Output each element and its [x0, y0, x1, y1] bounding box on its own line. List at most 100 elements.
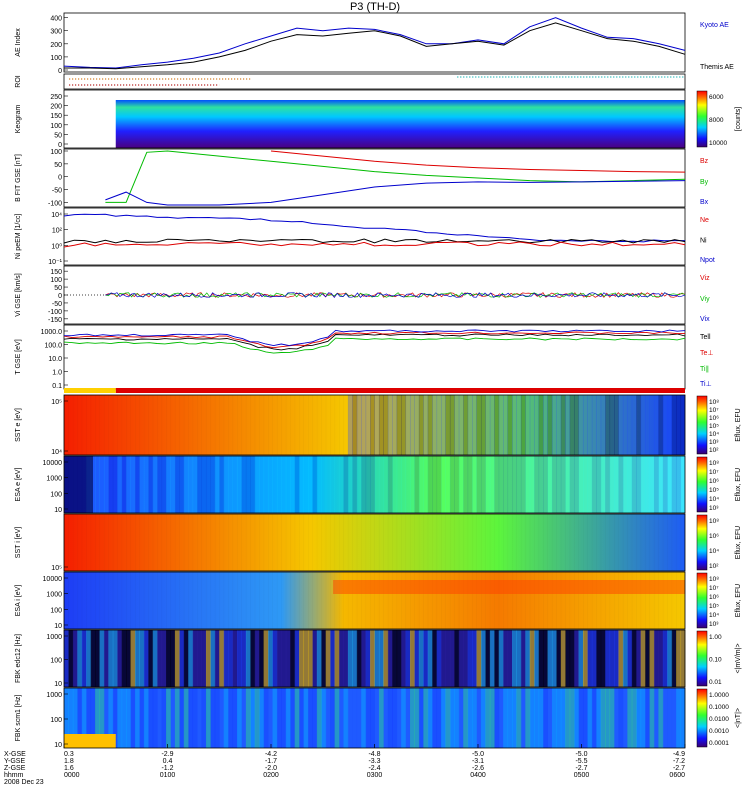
panel-9: ESA e [eV] 10 100 1000 10000 10⁸ 10⁷ 10⁶ 10⁵ 10⁴ 1…	[15, 455, 742, 514]
panel-frame	[63, 73, 686, 90]
panel-5: Ni peEM [1/cc] 10⁻¹ 10⁰ 10² 10⁴ Ne Ni Npot	[15, 207, 715, 266]
panel-frame	[63, 89, 686, 149]
colorbar-tick: 10⁴	[709, 612, 719, 619]
colorbar-tick: 10⁸	[709, 460, 719, 467]
y-tick-label: 150	[50, 113, 62, 120]
colorbar-tick: 10²	[709, 447, 719, 454]
colorbar-tick: 10⁷	[709, 469, 719, 476]
colorbar-tick: 10⁸	[709, 518, 719, 525]
colorbar-tick: 10⁵	[709, 423, 719, 430]
footer-value: -2.7	[575, 765, 587, 772]
y-tick-label: 1000	[46, 692, 62, 699]
series-line-bx	[105, 180, 686, 206]
colorbar-tick: 10⁶	[709, 478, 719, 485]
colorbar-label: Eflux, EFU	[735, 584, 742, 617]
y-tick-label: 10⁴	[51, 449, 62, 456]
legend-entry: Themis AE	[700, 64, 734, 71]
footer-value: 0000	[64, 772, 80, 779]
y-tick-label: 200	[50, 104, 62, 111]
legend-entry: Ti∥	[700, 365, 709, 373]
colorbar-tick: 10⁶	[709, 594, 719, 601]
y-tick-label: 200	[50, 42, 62, 49]
y-tick-label: 10	[54, 507, 62, 514]
colorbar-tick: 10⁶	[709, 415, 719, 422]
colorbar-tick: 0.01	[709, 679, 722, 686]
legend-entry: Tell	[700, 334, 711, 341]
panel-label: SST e [eV]	[15, 408, 22, 442]
footer-value: -2.9	[161, 751, 173, 758]
colorbar-tick: 10⁷	[709, 585, 719, 592]
legend-entry: Bx	[700, 199, 709, 206]
panel-label: FBK edc12 [Hz]	[15, 634, 22, 683]
colorbar-tick: 10³	[709, 621, 719, 628]
colorbar-tick: 0.1000	[709, 704, 729, 711]
density-lines	[63, 213, 686, 248]
y-tick-label: -50	[52, 188, 62, 195]
colorbar	[696, 630, 708, 687]
colorbar	[696, 90, 708, 148]
colorbar-tick: 10⁴	[709, 431, 719, 438]
panel-frame	[63, 394, 686, 456]
chart-series-group: -100 -50 0 50 100	[48, 149, 686, 207]
footer-value: 0300	[367, 772, 383, 779]
y-tick-label: -100	[48, 309, 62, 316]
series-line-ni	[63, 238, 686, 244]
footer-value: 0.4	[163, 758, 173, 765]
mode-bar	[64, 388, 116, 393]
footer-value: -4.9	[673, 751, 685, 758]
footer-value: 0600	[669, 772, 685, 779]
legend-entry: Bz	[700, 158, 709, 165]
footer-row-label: Y-GSE	[4, 758, 25, 765]
footer-value: -1.7	[265, 758, 277, 765]
y-tick-label: 1000	[46, 592, 62, 599]
y-tick-label: 1000	[46, 634, 62, 641]
legend-entry: By	[700, 179, 709, 186]
footer-value: -3.3	[368, 758, 380, 765]
y-tick-label: 0.1	[52, 383, 62, 390]
panel-frame	[63, 207, 686, 266]
panel-frame	[63, 148, 686, 208]
panel-3: Keogram 0 50 100 150 200 250 6000 8000 10000 [coun…	[15, 89, 742, 149]
colorbar-tick: 0.10	[709, 657, 722, 664]
y-tick-label: 10000	[43, 460, 63, 467]
y-tick-label: 100	[50, 149, 62, 156]
y-tick-label: -100	[48, 200, 62, 207]
colorbar	[696, 514, 708, 571]
series-line-1	[63, 331, 685, 349]
panel-label: Ni peEM [1/cc]	[15, 214, 22, 260]
y-tick-label: 1000.0	[41, 329, 63, 336]
panel-frame	[63, 12, 686, 73]
colorbar-tick: 10⁵	[709, 487, 719, 494]
series-line-bz	[270, 150, 686, 173]
panel-4: B FIT GSE [nT] Bz By Bx	[15, 148, 709, 208]
footer-value: -4.8	[368, 751, 380, 758]
legend-entry: Viy	[700, 296, 710, 303]
y-tick-label: 250	[50, 94, 62, 101]
footer-value: -5.5	[575, 758, 587, 765]
plot-title: P3 (TH-D)	[350, 1, 400, 13]
series-line-themis-ae	[64, 22, 686, 70]
y-tick-label: 10⁰	[51, 242, 62, 250]
footer-value: 1.8	[64, 758, 74, 765]
y-tick-label: 10²	[52, 228, 63, 235]
footer-value: 0100	[160, 772, 176, 779]
y-tick-label: 100	[50, 123, 62, 130]
colorbar-tick: 10⁴	[709, 496, 719, 503]
series-line-vix	[105, 292, 686, 299]
footer-value: -1.2	[161, 765, 173, 772]
y-tick-label: 400	[50, 16, 62, 23]
colorbar-tick: 10³	[709, 505, 719, 512]
colorbar-tick: 10000	[709, 140, 727, 147]
panel-label: ROI	[15, 75, 22, 88]
footer-value: 1.6	[64, 765, 74, 772]
colorbar-tick: 6000	[709, 94, 724, 101]
spectrogram-image	[64, 688, 685, 748]
panel-11: ESA i [eV] 10 100 1000 10000 10⁸ 10⁷ 10⁶ 10⁵ 10⁴ 1…	[15, 571, 742, 630]
legend-entry: Npot	[700, 257, 715, 264]
y-tick-label: 100	[50, 55, 62, 62]
y-tick-label: 10⁴	[51, 212, 62, 219]
y-tick-label: 100	[50, 717, 62, 724]
legend-entry: Ti⊥	[700, 381, 712, 388]
y-tick-label: 10⁵	[51, 399, 62, 406]
